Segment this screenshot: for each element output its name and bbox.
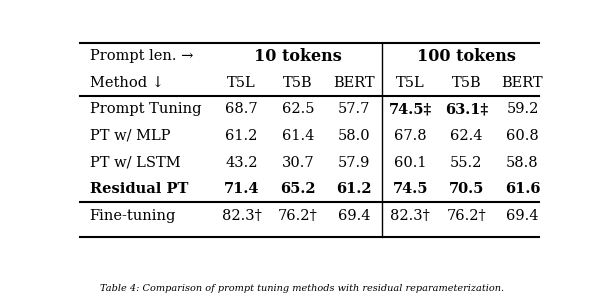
- Text: 71.4: 71.4: [224, 182, 260, 196]
- Text: BERT: BERT: [502, 76, 544, 90]
- Text: T5B: T5B: [283, 76, 313, 90]
- Text: Method ↓: Method ↓: [89, 76, 164, 90]
- Text: 61.6: 61.6: [505, 182, 541, 196]
- Text: 69.4: 69.4: [506, 209, 539, 223]
- Text: 61.2: 61.2: [225, 129, 258, 143]
- Text: 57.7: 57.7: [338, 102, 370, 116]
- Text: 58.0: 58.0: [338, 129, 370, 143]
- Text: Prompt Tuning: Prompt Tuning: [89, 102, 201, 116]
- Text: 62.4: 62.4: [450, 129, 483, 143]
- Text: 76.2†: 76.2†: [446, 209, 486, 223]
- Text: 60.8: 60.8: [506, 129, 539, 143]
- Text: 59.2: 59.2: [506, 102, 539, 116]
- Text: 76.2†: 76.2†: [278, 209, 318, 223]
- Text: 43.2: 43.2: [225, 155, 258, 170]
- Text: BERT: BERT: [333, 76, 375, 90]
- Text: 57.9: 57.9: [338, 155, 370, 170]
- Text: 68.7: 68.7: [225, 102, 258, 116]
- Text: 74.5: 74.5: [393, 182, 428, 196]
- Text: Table 4: Comparison of prompt tuning methods with residual reparameterization.: Table 4: Comparison of prompt tuning met…: [100, 284, 504, 293]
- Text: 100 tokens: 100 tokens: [417, 48, 516, 65]
- Text: 63.1‡: 63.1‡: [445, 102, 488, 116]
- Text: PT w/ LSTM: PT w/ LSTM: [89, 155, 180, 170]
- Text: T5L: T5L: [227, 76, 256, 90]
- Text: 60.1: 60.1: [394, 155, 426, 170]
- Text: 82.3†: 82.3†: [222, 209, 262, 223]
- Text: 61.4: 61.4: [281, 129, 314, 143]
- Text: T5B: T5B: [452, 76, 481, 90]
- Text: 82.3†: 82.3†: [390, 209, 430, 223]
- Text: 30.7: 30.7: [281, 155, 314, 170]
- Text: 70.5: 70.5: [449, 182, 484, 196]
- Text: 69.4: 69.4: [338, 209, 370, 223]
- Text: 62.5: 62.5: [281, 102, 314, 116]
- Text: Residual PT: Residual PT: [89, 182, 188, 196]
- Text: 67.8: 67.8: [394, 129, 426, 143]
- Text: 74.5‡: 74.5‡: [388, 102, 432, 116]
- Text: 61.2: 61.2: [336, 182, 372, 196]
- Text: T5L: T5L: [396, 76, 425, 90]
- Text: 55.2: 55.2: [450, 155, 483, 170]
- Text: Prompt len. →: Prompt len. →: [89, 49, 193, 63]
- Text: Fine-tuning: Fine-tuning: [89, 209, 176, 223]
- Text: 10 tokens: 10 tokens: [254, 48, 342, 65]
- Text: 58.8: 58.8: [506, 155, 539, 170]
- Text: 65.2: 65.2: [280, 182, 316, 196]
- Text: PT w/ MLP: PT w/ MLP: [89, 129, 170, 143]
